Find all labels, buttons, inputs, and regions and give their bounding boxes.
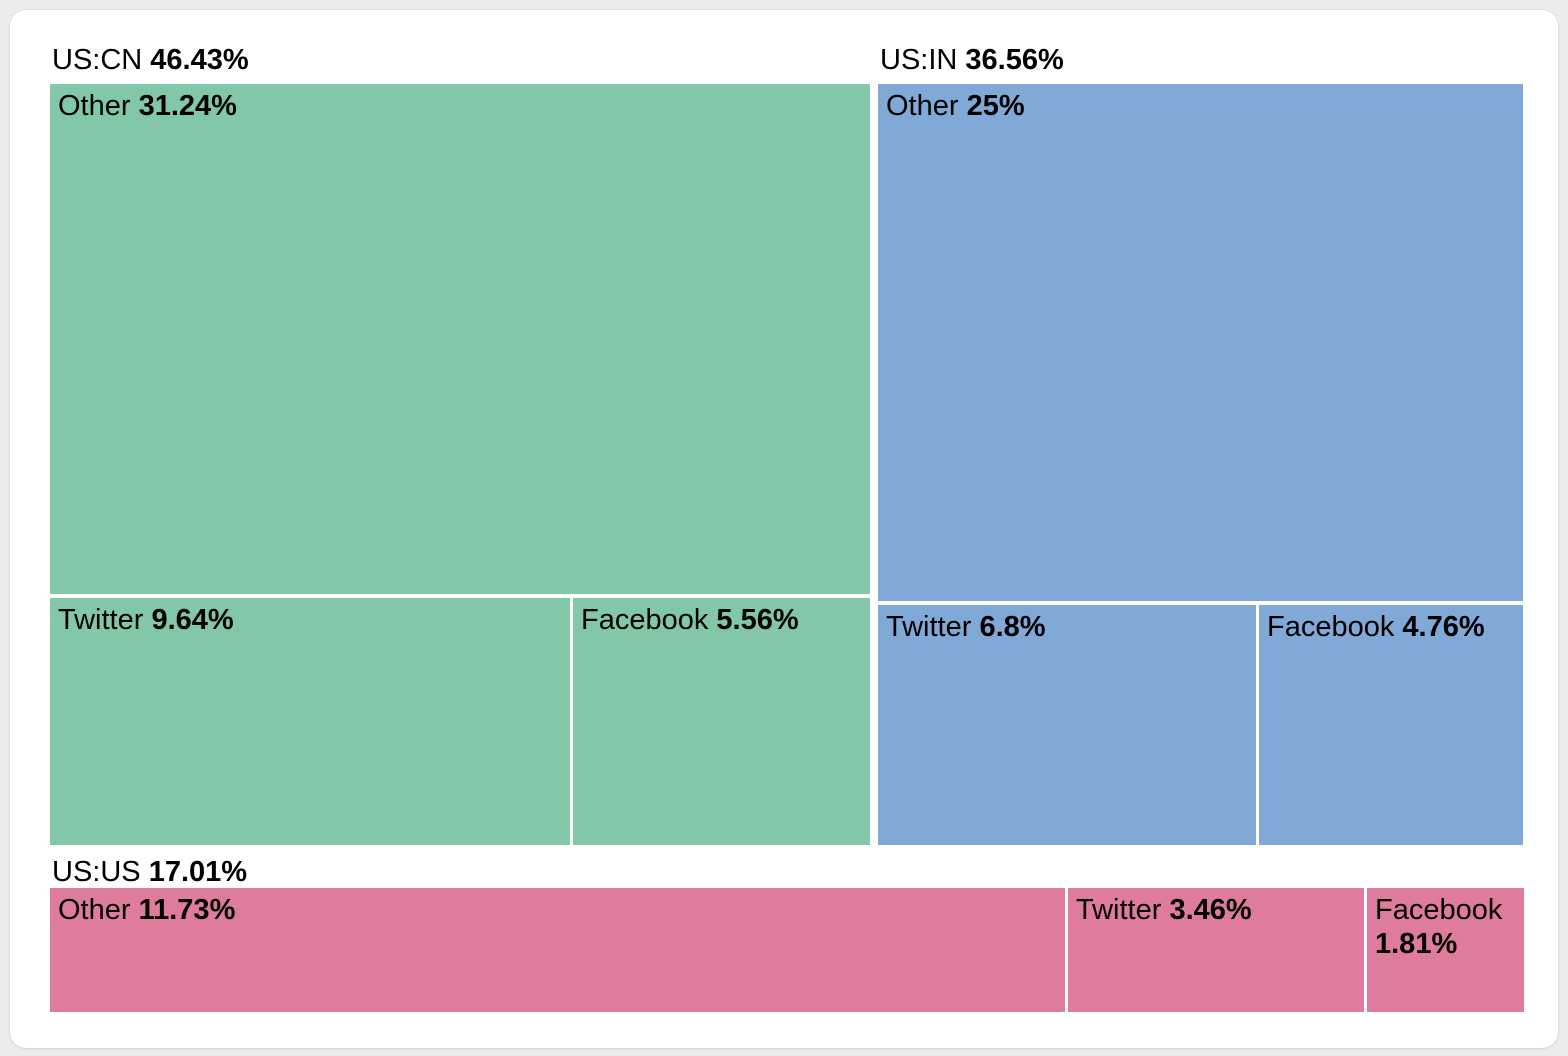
cell-value: 4.76% <box>1402 611 1485 643</box>
treemap-cell-us-us-twitter[interactable]: Twitter 3.46% <box>1068 888 1364 1012</box>
cell-value: 31.24% <box>138 90 237 122</box>
treemap-cell-us-us-other[interactable]: Other 11.73% <box>50 888 1065 1012</box>
cell-value: 3.46% <box>1169 894 1252 926</box>
cell-label: Facebook <box>1267 611 1395 643</box>
cell-value: 11.73% <box>138 894 236 926</box>
treemap-card: US:CN 46.43% Other 31.24% Twitter 9.64% … <box>10 10 1558 1048</box>
group-value: 36.56% <box>965 44 1064 76</box>
cell-value: 5.56% <box>716 604 799 636</box>
cell-label: Other <box>886 90 959 122</box>
treemap-cell-us-us-facebook[interactable]: Facebook 1.81% <box>1367 888 1524 1012</box>
treemap-cell-us-cn-twitter[interactable]: Twitter 9.64% <box>50 598 570 845</box>
cell-value: 6.8% <box>979 611 1046 643</box>
cell-label: Other <box>58 894 131 926</box>
cell-value: 25% <box>966 90 1025 122</box>
treemap-cell-us-in-twitter[interactable]: Twitter 6.8% <box>878 605 1256 845</box>
group-header-us-cn: US:CN 46.43% <box>52 43 249 77</box>
cell-label: Twitter <box>58 604 144 636</box>
cell-label: Facebook <box>1375 894 1503 926</box>
cell-label: Other <box>58 90 131 122</box>
group-label: US:CN <box>52 44 143 76</box>
cell-label: Twitter <box>1076 894 1162 926</box>
group-label: US:US <box>52 856 141 888</box>
cell-label: Facebook <box>581 604 709 636</box>
cell-value: 9.64% <box>151 604 234 636</box>
group-header-us-us: US:US 17.01% <box>52 855 247 889</box>
cell-label: Twitter <box>886 611 972 643</box>
group-value: 17.01% <box>148 856 248 888</box>
treemap-cell-us-cn-facebook[interactable]: Facebook 5.56% <box>573 598 870 845</box>
cell-value: 1.81% <box>1375 928 1458 960</box>
treemap-cell-us-in-facebook[interactable]: Facebook 4.76% <box>1259 605 1523 845</box>
treemap-cell-us-cn-other[interactable]: Other 31.24% <box>50 84 870 594</box>
treemap-cell-us-in-other[interactable]: Other 25% <box>878 84 1523 601</box>
group-value: 46.43% <box>150 44 249 76</box>
group-label: US:IN <box>880 44 958 76</box>
group-header-us-in: US:IN 36.56% <box>880 43 1064 77</box>
